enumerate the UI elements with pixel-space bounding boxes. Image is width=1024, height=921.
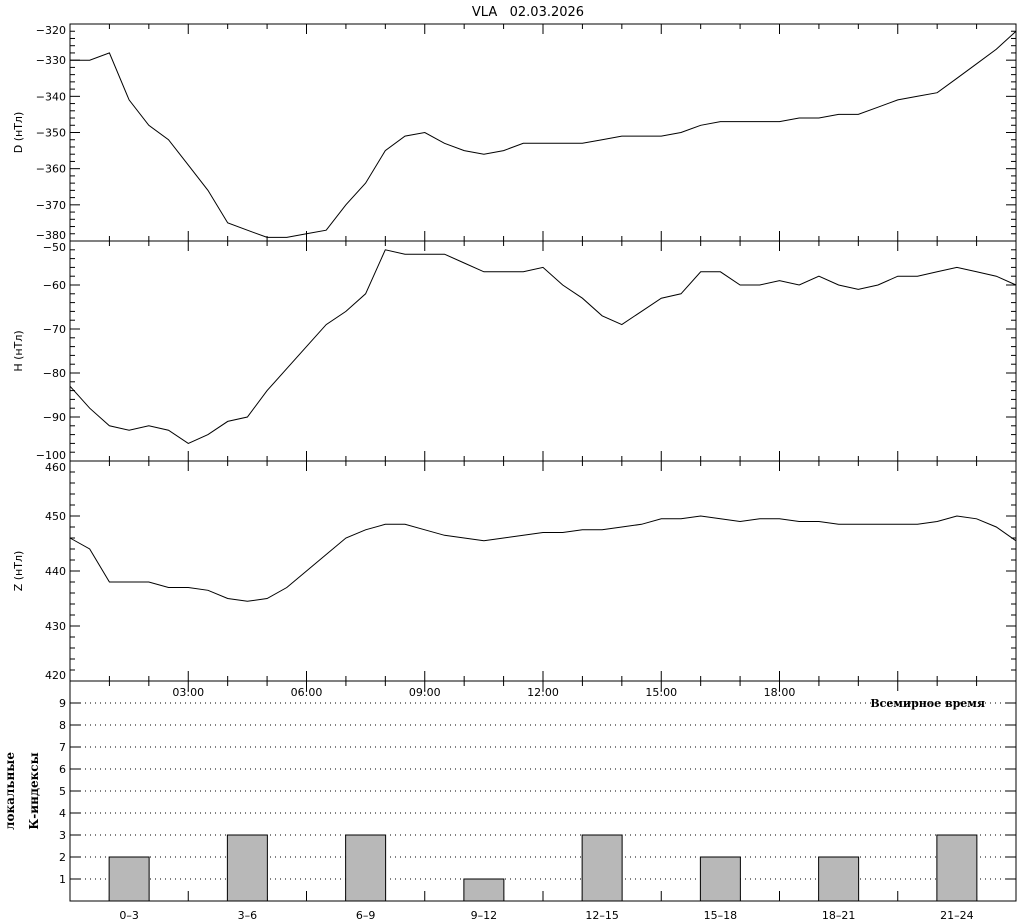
k-index-bar — [226, 834, 268, 902]
panel-frame — [69, 240, 1017, 462]
x-tick-label: 06:00 — [291, 686, 323, 699]
category-label: 18–21 — [822, 909, 856, 921]
x-tick-label: 15:00 — [645, 686, 677, 699]
x-axis-label: Всемирное время — [870, 697, 985, 710]
y-tick-label: 1 — [59, 873, 66, 886]
y-tick-label: −340 — [36, 90, 66, 103]
category-label: 12–15 — [585, 909, 619, 921]
y-tick-label: 450 — [45, 510, 66, 523]
panel-frame — [69, 460, 1017, 682]
category-label: 6–9 — [356, 909, 376, 921]
category-label: 3–6 — [238, 909, 258, 921]
y-tick-label: 9 — [59, 697, 66, 710]
y-axis-label: Z (нТл) — [12, 551, 25, 592]
y-axis-label: H (нТл) — [12, 330, 25, 371]
y-tick-label: −370 — [36, 199, 66, 212]
y-tick-label: −320 — [36, 24, 66, 37]
y-axis-label: К-индексы — [27, 752, 41, 829]
y-tick-label: 6 — [59, 763, 66, 776]
category-label: 9–12 — [471, 909, 498, 921]
k-index-bar — [936, 834, 978, 902]
y-axis-label: D (нТл) — [12, 112, 25, 154]
y-tick-label: −360 — [36, 163, 66, 176]
x-tick-label: 09:00 — [409, 686, 441, 699]
y-tick-label: −90 — [43, 411, 66, 424]
y-tick-label: 420 — [45, 669, 66, 682]
k-index-bar — [581, 834, 623, 902]
k-index-bar — [699, 856, 741, 902]
y-tick-label: 7 — [59, 741, 66, 754]
k-index-bar — [463, 878, 505, 902]
y-tick-label: 440 — [45, 565, 66, 578]
y-tick-label: 2 — [59, 851, 66, 864]
k-index-bar — [818, 856, 860, 902]
category-label: 0–3 — [119, 909, 139, 921]
y-tick-label: 430 — [45, 620, 66, 633]
y-tick-label: −330 — [36, 54, 66, 67]
series-line-z — [69, 515, 1017, 602]
y-tick-label: −100 — [36, 449, 66, 462]
y-tick-label: 460 — [45, 461, 66, 474]
y-tick-label: 8 — [59, 719, 66, 732]
y-tick-label: −350 — [36, 127, 66, 140]
chart-title: VLA 02.03.2026 — [472, 5, 584, 20]
y-tick-label: −380 — [36, 229, 66, 242]
category-label: 15–18 — [704, 909, 738, 921]
series-line-d — [70, 30, 1017, 238]
y-tick-label: 4 — [59, 807, 66, 820]
k-index-bar — [108, 856, 150, 902]
x-tick-label: 18:00 — [764, 686, 796, 699]
y-axis-label: локальные — [3, 752, 17, 830]
y-tick-label: −50 — [43, 241, 66, 254]
k-index-bar — [345, 834, 387, 902]
series-line-h — [69, 249, 1017, 444]
panel-frame — [69, 23, 1017, 242]
panel-frame — [69, 680, 1017, 902]
x-tick-label: 12:00 — [527, 686, 559, 699]
y-tick-label: −70 — [43, 323, 66, 336]
category-label: 21–24 — [940, 909, 974, 921]
x-tick-label: 03:00 — [172, 686, 204, 699]
y-tick-label: 3 — [59, 829, 66, 842]
y-tick-label: −80 — [43, 367, 66, 380]
y-tick-label: −60 — [43, 279, 66, 292]
y-tick-label: 5 — [59, 785, 66, 798]
